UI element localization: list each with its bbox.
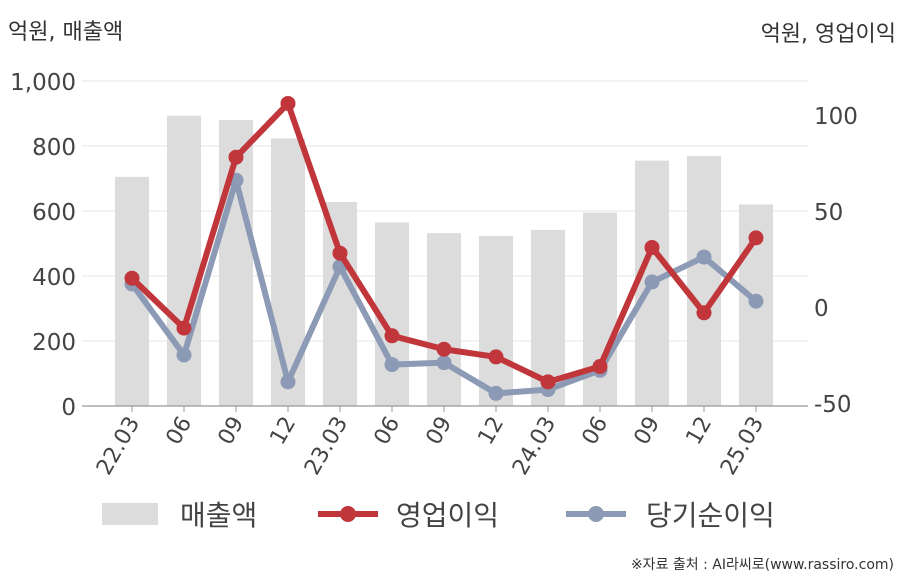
point-당기순이익-12: [280, 374, 296, 390]
x-tick-label: 09: [422, 413, 458, 450]
point-영업이익-22.03: [124, 270, 140, 286]
x-tick-label: 25.03: [716, 413, 769, 480]
right-tick-label: 50: [814, 200, 843, 226]
point-영업이익-09: [644, 239, 660, 255]
x-tick-label: 09: [630, 413, 666, 450]
x-tick-label: 24.03: [508, 413, 561, 480]
x-tick-label: 09: [214, 413, 250, 450]
left-tick-label: 1,000: [10, 70, 76, 96]
point-영업이익-23.03: [332, 245, 348, 261]
left-tick-label: 200: [32, 330, 76, 356]
left-tick-label: 400: [32, 265, 76, 291]
left-tick-label: 0: [61, 395, 76, 421]
point-영업이익-25.03: [748, 230, 764, 246]
source-note: ※자료 출처 : AI라씨로(www.rassiro.com): [630, 557, 894, 573]
x-tick-label: 12: [266, 413, 302, 450]
bar-12: [479, 236, 513, 406]
right-axis-unit-label: 억원, 영업이익: [760, 22, 896, 47]
left-tick-label: 600: [32, 200, 76, 226]
x-tick-label: 06: [370, 413, 406, 450]
bar-09: [219, 120, 253, 406]
point-당기순이익-06: [176, 347, 192, 363]
bar-23.03: [323, 201, 357, 406]
bar-12: [271, 138, 305, 406]
point-영업이익-06: [384, 328, 400, 344]
right-tick-label: -50: [814, 392, 852, 418]
x-tick-label: 22.03: [92, 413, 145, 480]
x-tick-label: 12: [682, 413, 718, 450]
point-당기순이익-12: [696, 249, 712, 265]
left-tick-label: 800: [32, 135, 76, 161]
legend-marker-당기순이익: [588, 506, 604, 522]
right-tick-label: 100: [814, 104, 858, 130]
bar-12: [687, 156, 721, 406]
point-영업이익-12: [696, 305, 712, 321]
point-당기순이익-09: [436, 355, 452, 371]
point-영업이익-06: [592, 359, 608, 375]
legend-swatch-매출액: [102, 503, 158, 525]
bar-09: [427, 233, 461, 406]
legend-label-영업이익: 영업이익: [396, 499, 499, 532]
x-tick-label: 12: [474, 413, 510, 450]
right-tick-label: 0: [814, 296, 829, 322]
point-당기순이익-09: [644, 274, 660, 290]
x-tick-label: 06: [162, 413, 198, 450]
x-tick-label: 23.03: [300, 413, 353, 480]
point-영업이익-09: [228, 149, 244, 165]
legend-label-당기순이익: 당기순이익: [646, 499, 775, 532]
point-당기순이익-12: [488, 385, 504, 401]
point-영업이익-12: [280, 95, 296, 111]
point-영업이익-24.03: [540, 374, 556, 390]
left-axis-unit-label: 억원, 매출액: [8, 20, 124, 45]
point-당기순이익-06: [384, 357, 400, 373]
point-영업이익-12: [488, 349, 504, 365]
point-영업이익-06: [176, 320, 192, 336]
x-tick-label: 06: [578, 413, 614, 450]
point-당기순이익-25.03: [748, 293, 764, 309]
legend-label-매출액: 매출액: [180, 499, 257, 532]
legend-marker-영업이익: [340, 506, 356, 522]
point-영업이익-09: [436, 341, 452, 357]
